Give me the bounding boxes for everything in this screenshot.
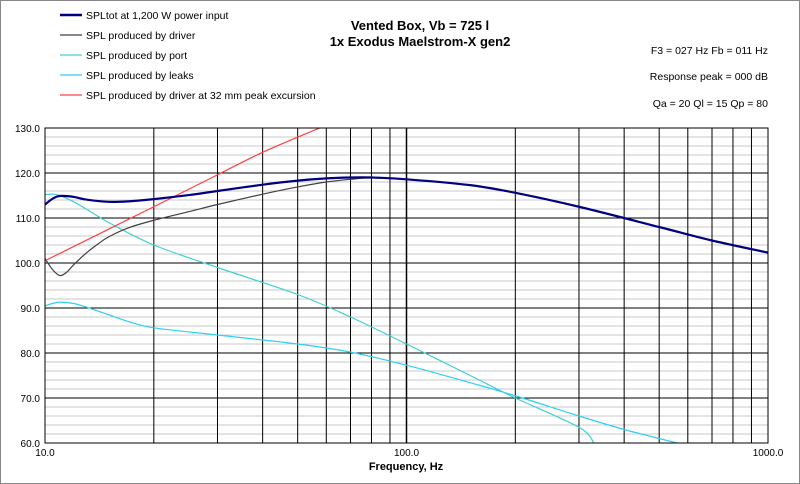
y-tick-label: 80.0	[21, 349, 41, 360]
response-peak-info: Response peak = 000 dB	[650, 71, 768, 83]
grid	[45, 127, 768, 444]
y-tick-label: 110.0	[16, 214, 41, 225]
legend-label-3: SPL produced by leaks	[86, 70, 194, 82]
x-tick-label: 1000.0	[753, 448, 784, 459]
x-tick-label: 10.0	[35, 448, 55, 459]
series-line-4	[45, 128, 320, 262]
curves	[45, 128, 768, 443]
legend-label-1: SPL produced by driver	[86, 30, 196, 42]
y-tick-label: 90.0	[21, 304, 41, 315]
chart-title-line-2: 1x Exodus Maelstrom-X gen2	[330, 34, 511, 49]
q-values-info: Qa = 20 Ql = 15 Qp = 80	[653, 98, 768, 110]
y-tick-label: 100.0	[15, 259, 40, 270]
y-tick-label: 70.0	[21, 394, 41, 405]
x-axis-label: Frequency, Hz	[369, 461, 444, 473]
plot-border	[44, 127, 769, 444]
y-tick-label: 120.0	[15, 169, 40, 180]
series-line-1	[45, 177, 407, 277]
x-axis-ticks: 10.0 100.0 1000.0	[35, 448, 783, 459]
series-line-3	[45, 301, 678, 443]
y-tick-label: 130.0	[15, 124, 40, 135]
f3-fb-info: F3 = 027 Hz Fb = 011 Hz	[651, 45, 768, 57]
x-tick-label: 100.0	[394, 448, 419, 459]
series-line-0	[45, 176, 768, 254]
y-axis-ticks: 130.0 120.0 110.0 100.0 90.0 80.0 70.0 60.0	[15, 124, 40, 450]
legend-label-4: SPL produced by driver at 32 mm peak exc…	[86, 90, 316, 102]
legend-label-2: SPL produced by port	[86, 50, 187, 62]
legend-label-0: SPLtot at 1,200 W power input	[86, 10, 228, 22]
chart-title-line-1: Vented Box, Vb = 725 l	[351, 18, 489, 33]
series-line-2	[45, 193, 595, 443]
y-tick-label: 60.0	[21, 439, 41, 450]
legend: SPLtot at 1,200 W power input SPL produce…	[60, 10, 316, 102]
